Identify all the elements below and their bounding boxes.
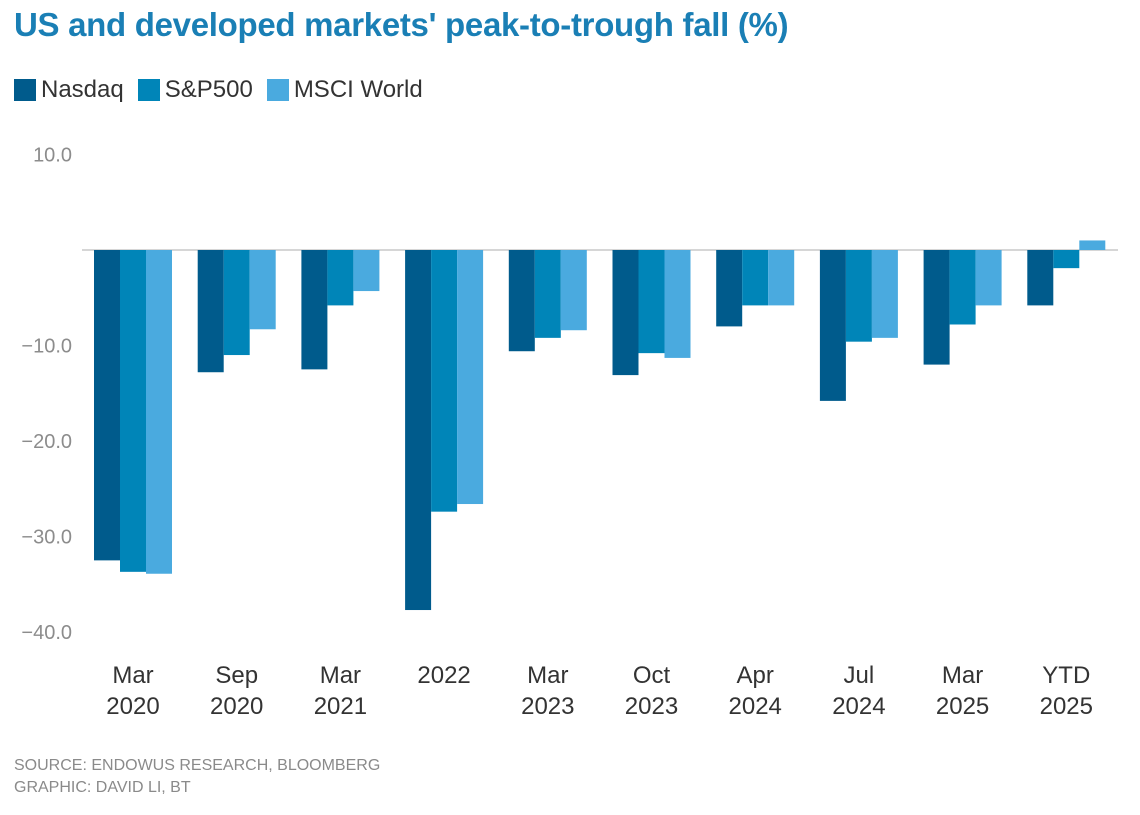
y-tick-label: −10.0 bbox=[21, 336, 72, 358]
x-tick-label: 2021 bbox=[314, 693, 367, 720]
bar-s-p500-5 bbox=[638, 250, 665, 354]
source-note: SOURCE: ENDOWUS RESEARCH, BLOOMBERG bbox=[14, 757, 381, 774]
bar-s-p500-6 bbox=[742, 250, 769, 306]
legend-item-msci-world: MSCI World bbox=[266, 76, 423, 104]
bar-msci-world-0 bbox=[146, 250, 172, 574]
bar-msci-world-3 bbox=[457, 250, 484, 505]
legend-item-sp500: S&P500 bbox=[137, 76, 253, 104]
bar-s-p500-7 bbox=[845, 250, 872, 342]
bar-nasdaq-8 bbox=[923, 250, 950, 365]
x-tick-label: Jul bbox=[844, 662, 875, 689]
legend: Nasdaq S&P500 MSCI World bbox=[14, 76, 437, 104]
bar-s-p500-8 bbox=[949, 250, 976, 325]
bar-msci-world-1 bbox=[249, 250, 276, 330]
x-tick-label: 2020 bbox=[210, 693, 263, 720]
x-tick-label: 2024 bbox=[832, 693, 885, 720]
x-tick-label: 2024 bbox=[729, 693, 782, 720]
legend-label-msci-world: MSCI World bbox=[293, 76, 423, 103]
x-tick-label: Mar bbox=[942, 662, 983, 689]
x-tick-label: Mar bbox=[320, 662, 361, 689]
bar-nasdaq-5 bbox=[612, 250, 639, 376]
y-tick-label: −20.0 bbox=[21, 431, 72, 453]
bar-nasdaq-4 bbox=[508, 250, 535, 352]
x-tick-label: 2022 bbox=[417, 662, 470, 689]
bar-chart: 10.0−10.0−20.0−30.0−40.0 Mar2020Sep2020M… bbox=[21, 145, 1118, 720]
legend-label-nasdaq: Nasdaq bbox=[41, 76, 124, 103]
legend-item-nasdaq: Nasdaq bbox=[14, 76, 124, 104]
bar-msci-world-4 bbox=[560, 250, 587, 331]
legend-swatch-nasdaq bbox=[14, 79, 36, 101]
legend-label-sp500: S&P500 bbox=[164, 76, 253, 103]
legend-swatch-msci-world bbox=[266, 79, 289, 101]
bar-nasdaq-1 bbox=[197, 250, 224, 373]
bar-msci-world-6 bbox=[768, 250, 795, 306]
x-tick-label: 2023 bbox=[625, 693, 678, 720]
x-tick-label: 2020 bbox=[106, 693, 159, 720]
x-tick-label: Apr bbox=[737, 662, 774, 689]
bar-s-p500-0 bbox=[120, 250, 146, 572]
x-axis: Mar 2020 Sep 2020 Mar 2021 2022 Mar 2023 Oct 2023 A… bbox=[106, 662, 1093, 720]
x-tick-label: YTD bbox=[1042, 662, 1090, 689]
y-axis: 10.0 −10.0 −20.0 −30.0 −40.0 bbox=[21, 145, 72, 645]
bar-msci-world-7 bbox=[871, 250, 898, 338]
legend-swatch-sp500 bbox=[137, 79, 160, 101]
bar-nasdaq-7 bbox=[819, 250, 846, 401]
bar-msci-world-9 bbox=[1079, 240, 1106, 250]
x-tick-label: Mar bbox=[527, 662, 568, 689]
bar-s-p500-9 bbox=[1053, 250, 1080, 269]
x-tick-label: Oct bbox=[633, 662, 671, 689]
x-tick-label: 2025 bbox=[1040, 693, 1093, 720]
footer: SOURCE: ENDOWUS RESEARCH, BLOOMBERG GRAP… bbox=[14, 755, 380, 799]
graphic-credit: GRAPHIC: DAVID LI, BT bbox=[14, 779, 191, 796]
bar-msci-world-8 bbox=[975, 250, 1002, 306]
bar-s-p500-4 bbox=[534, 250, 561, 338]
chart-title: US and developed markets' peak-to-trough… bbox=[14, 6, 789, 43]
x-tick-label: Sep bbox=[215, 662, 258, 689]
bar-msci-world-5 bbox=[664, 250, 691, 358]
bar-s-p500-1 bbox=[223, 250, 250, 356]
bar-msci-world-2 bbox=[353, 250, 380, 292]
bar-s-p500-3 bbox=[431, 250, 458, 512]
bars bbox=[94, 240, 1106, 611]
y-tick-label: −40.0 bbox=[21, 622, 72, 644]
x-tick-label: 2025 bbox=[936, 693, 989, 720]
bar-nasdaq-0 bbox=[94, 250, 120, 561]
bar-nasdaq-3 bbox=[405, 250, 432, 611]
bar-s-p500-2 bbox=[327, 250, 354, 306]
bar-nasdaq-9 bbox=[1027, 250, 1054, 306]
y-tick-label: 10.0 bbox=[33, 145, 72, 167]
x-tick-label: 2023 bbox=[521, 693, 574, 720]
x-tick-label: Mar bbox=[112, 662, 153, 689]
bar-nasdaq-6 bbox=[716, 250, 743, 327]
y-tick-label: −30.0 bbox=[21, 527, 72, 549]
bar-nasdaq-2 bbox=[301, 250, 328, 370]
